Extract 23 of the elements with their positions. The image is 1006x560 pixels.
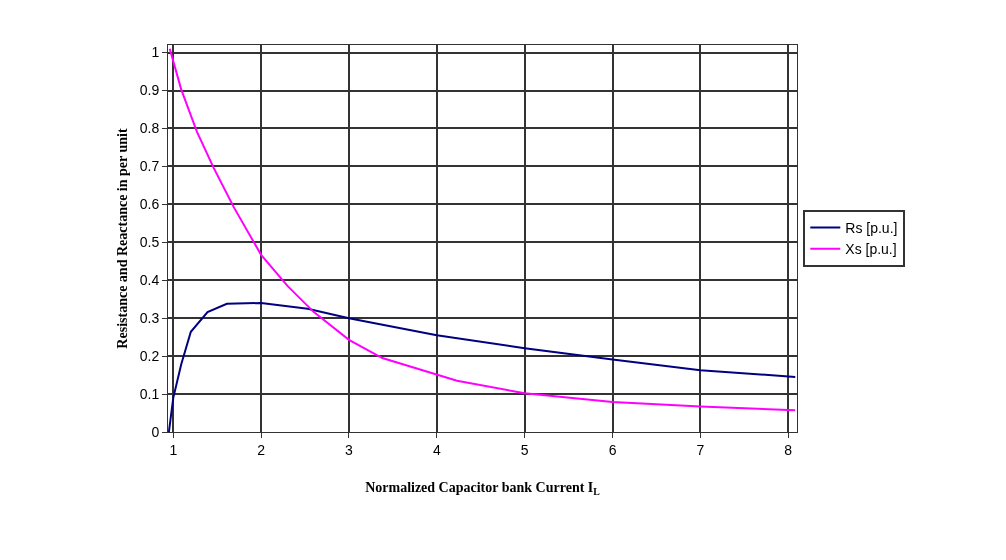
x-tick-label: 4 bbox=[432, 441, 441, 458]
y-tick-label: 0.5 bbox=[139, 234, 160, 251]
x-tick-label: 7 bbox=[696, 441, 705, 458]
y-tick-label: 0.7 bbox=[139, 158, 160, 175]
y-tick-label: 0.2 bbox=[139, 348, 160, 365]
y-tick-label: 0.9 bbox=[139, 82, 160, 99]
y-tick-label: 1 bbox=[151, 44, 160, 61]
y-tick-label: 0.8 bbox=[139, 120, 160, 137]
legend-label: Xs [p.u.] bbox=[845, 241, 897, 258]
x-tick-label: 2 bbox=[257, 441, 266, 458]
y-tick-label: 0.6 bbox=[139, 196, 160, 213]
y-tick-label: 0.1 bbox=[139, 385, 160, 402]
x-tick-label: 1 bbox=[169, 441, 178, 458]
legend-label: Rs [p.u.] bbox=[845, 220, 898, 237]
y-axis-title: Resistance and Reactance in per unit bbox=[115, 128, 131, 349]
x-tick-label: 6 bbox=[608, 441, 617, 458]
x-tick-label: 8 bbox=[784, 441, 793, 458]
y-tick-label: 0 bbox=[151, 423, 160, 440]
x-tick-label: 3 bbox=[345, 441, 354, 458]
y-tick-label: 0.3 bbox=[139, 310, 160, 327]
x-axis-title: Normalized Capacitor bank Current I$_{L}$ bbox=[365, 480, 601, 498]
y-tick-label: 0.4 bbox=[139, 272, 160, 289]
x-tick-label: 5 bbox=[520, 441, 529, 458]
